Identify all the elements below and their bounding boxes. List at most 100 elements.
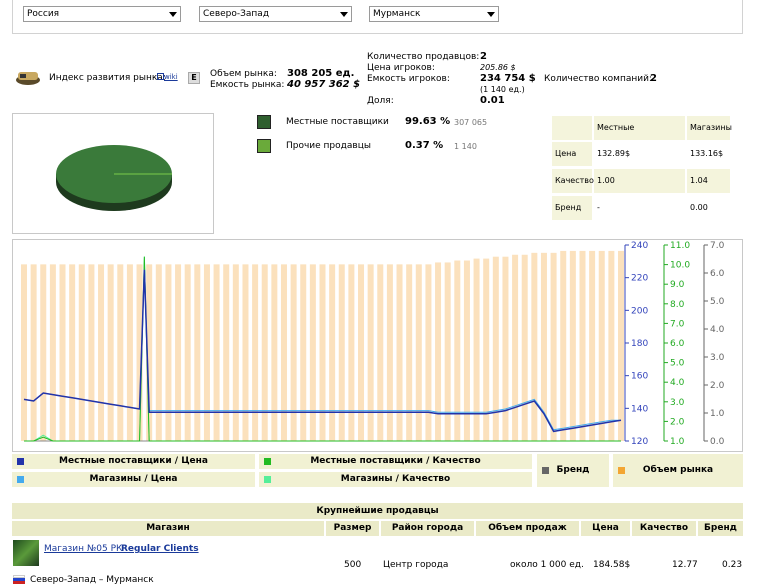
col-header-district[interactable]: Район города [381, 521, 474, 536]
volume-bar [463, 260, 470, 441]
market-share-pie-chart [56, 145, 172, 211]
col-header-brand[interactable]: Бренд [698, 521, 743, 536]
region-select[interactable]: Северо-Запад [199, 6, 352, 22]
shop-district: Центр города [383, 560, 449, 570]
russia-flag-icon [13, 575, 25, 584]
volume-bar [78, 264, 85, 441]
compare-local-price: 132.89$ [594, 142, 685, 166]
volume-bar [406, 264, 413, 441]
player-capacity-units: (1 140 ед.) [480, 85, 525, 94]
legend-local-quality-label: Местные поставщики / Качество [310, 456, 481, 466]
quality-axis-label: 7.0 [670, 319, 685, 329]
price-axis-label: 200 [631, 306, 648, 316]
chevron-down-icon [169, 12, 177, 17]
quality-axis-label: 11.0 [670, 241, 690, 251]
country-select[interactable]: Россия [23, 6, 181, 22]
country-select-value: Россия [27, 9, 60, 19]
quality-axis-label: 8.0 [670, 300, 685, 310]
volume-bar [309, 264, 316, 441]
volume-bar [40, 264, 47, 441]
shop-price: 184.58$ [593, 560, 631, 570]
compare-row-label-quality: Качество [552, 169, 594, 193]
shop-name-link[interactable]: Магазин №05 РК [44, 544, 123, 554]
brand-axis-label: 0.0 [710, 437, 725, 447]
volume-bar [88, 264, 95, 441]
market-index-badge: E [188, 72, 200, 84]
volume-bar [329, 264, 336, 441]
compare-header-shops: Магазины [687, 116, 732, 140]
legend-local-quality-swatch [264, 458, 271, 465]
series-line-local-price [23, 269, 622, 433]
volume-bar [155, 264, 162, 441]
volume-bar [290, 264, 297, 441]
volume-bar [531, 252, 538, 441]
top-sellers-title: Крупнейшие продавцы [12, 503, 743, 519]
volume-bar [483, 258, 490, 441]
quality-axis-label: 1.0 [670, 437, 685, 447]
volume-bar [386, 264, 393, 441]
volume-bar [473, 258, 480, 441]
price-axis-label: 220 [631, 274, 648, 284]
brand-axis-label: 3.0 [710, 353, 725, 363]
city-select[interactable]: Мурманск [369, 6, 499, 22]
volume-bar [348, 264, 355, 441]
volume-bar [618, 250, 624, 441]
legend-shops-price[interactable]: Магазины / Цена [12, 472, 255, 487]
legend-local-price[interactable]: Местные поставщики / Цена [12, 454, 255, 469]
legend-brand[interactable]: Бренд [537, 454, 609, 487]
legend-market-volume[interactable]: Объем рынка [613, 454, 743, 487]
legend-local-name: Местные поставщики [286, 117, 389, 127]
legend-local-quality[interactable]: Местные поставщики / Качество [259, 454, 532, 469]
volume-bar [560, 250, 567, 441]
legend-other-amount: 1 140 [454, 142, 477, 151]
player-capacity-value: 234 754 $ [480, 73, 536, 84]
brand-axis-label: 4.0 [710, 325, 725, 335]
legend-shops-quality[interactable]: Магазины / Качество [259, 472, 532, 487]
volume-bar [512, 254, 519, 441]
wiki-link[interactable]: wiki [157, 72, 178, 82]
brand-axis-label: 1.0 [710, 409, 725, 419]
share-label: Доля: [367, 96, 394, 106]
volume-bar [194, 264, 201, 441]
volume-bar [358, 264, 365, 441]
col-header-price[interactable]: Цена [581, 521, 630, 536]
brand-axis-label: 5.0 [710, 297, 725, 307]
volume-bar [213, 264, 220, 441]
companies-count-label: Количество компаний: [544, 74, 652, 84]
legend-other-name: Прочие продавцы [286, 141, 371, 151]
series-line-local-quality [24, 256, 621, 442]
sellers-count-value: 2 [480, 51, 487, 62]
volume-bar [98, 264, 105, 441]
quality-axis-label: 3.0 [670, 398, 685, 408]
volume-bar [242, 264, 249, 441]
legend-market-volume-label: Объем рынка [642, 465, 714, 475]
company-name-link[interactable]: Regular Clients [121, 544, 199, 554]
volume-bar [377, 264, 384, 441]
col-header-size[interactable]: Размер [326, 521, 379, 536]
volume-bar [261, 264, 268, 441]
quality-axis-label: 10.0 [670, 261, 690, 271]
volume-bar [608, 250, 615, 441]
volume-bar [492, 256, 499, 441]
quality-axis-label: 4.0 [670, 378, 685, 388]
quality-axis-label: 2.0 [670, 417, 685, 427]
legend-brand-swatch [542, 467, 549, 474]
market-capacity-label: Емкость рынка: [210, 80, 285, 90]
volume-bar [59, 264, 66, 441]
external-link-icon [157, 73, 164, 80]
history-chart-panel: 240 220 200 180 160 140 120 11.0 10.0 9.0 8.0 7.0 6.… [12, 239, 743, 452]
volume-bar [415, 264, 422, 441]
legend-local-percent: 99.63 % [405, 116, 451, 127]
volume-bar [338, 264, 345, 441]
price-axis-label: 160 [631, 372, 648, 382]
compare-shops-price: 133.16$ [687, 142, 730, 166]
compare-shops-quality: 1.04 [687, 169, 730, 193]
volume-bar [165, 264, 172, 441]
col-header-volume[interactable]: Объем продаж [476, 521, 579, 536]
col-header-shop[interactable]: Магазин [12, 521, 324, 536]
col-header-quality[interactable]: Качество [632, 521, 696, 536]
legend-local-price-label: Местные поставщики / Цена [59, 456, 208, 466]
legend-brand-label: Бренд [556, 465, 590, 475]
volume-bar [126, 264, 133, 441]
player-price-label: Цена игроков: [367, 63, 435, 73]
